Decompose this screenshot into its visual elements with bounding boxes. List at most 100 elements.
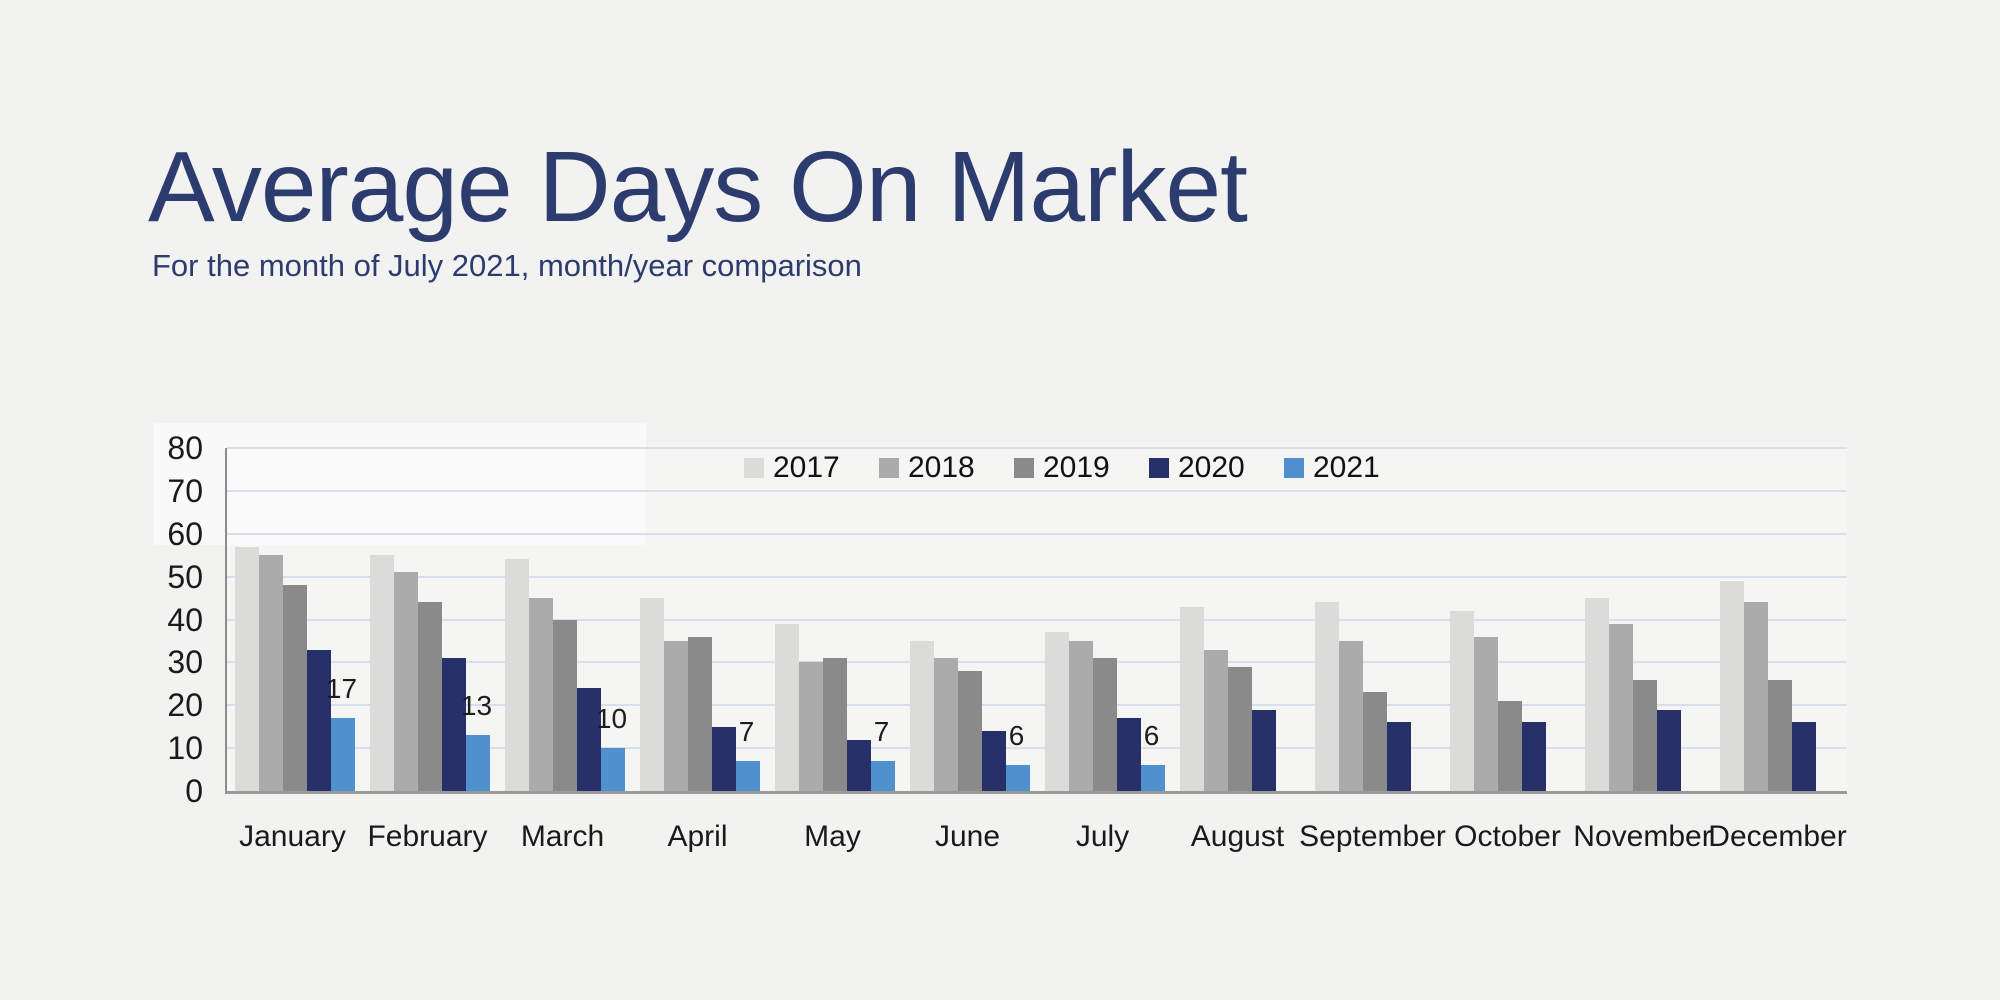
bar-2017 <box>774 623 799 791</box>
bar-2019 <box>1092 658 1117 791</box>
bar-2018 <box>1743 602 1768 791</box>
bar-2018 <box>258 555 283 791</box>
legend-label: 2021 <box>1313 451 1380 484</box>
x-axis-category-label: January <box>239 820 346 853</box>
bar-2021 <box>870 761 895 791</box>
bar-2021 <box>735 761 760 791</box>
bar-2019 <box>687 636 712 791</box>
gridline <box>227 489 1847 492</box>
bar-2017 <box>504 559 529 791</box>
bar-2021 <box>465 735 490 791</box>
decorative-highlight-panel <box>154 423 646 545</box>
x-axis-category-label: December <box>1708 820 1847 853</box>
legend-label: 2020 <box>1178 451 1245 484</box>
legend-label: 2018 <box>908 451 975 484</box>
gridline <box>227 618 1847 621</box>
x-axis-category-label: October <box>1454 820 1561 853</box>
bar-group <box>902 448 1037 791</box>
page-subtitle: For the month of July 2021, month/year c… <box>152 248 862 283</box>
bar-2020 <box>1791 722 1816 791</box>
legend-label: 2019 <box>1043 451 1110 484</box>
page-title: Average Days On Market <box>148 131 1248 243</box>
x-axis-category-label: June <box>934 820 1001 853</box>
x-axis-category-label: August <box>1190 820 1285 853</box>
data-label: 7 <box>738 715 755 747</box>
bar-2020 <box>306 649 331 791</box>
bar-2017 <box>234 546 259 791</box>
legend-label: 2017 <box>773 451 840 484</box>
data-label: 6 <box>1143 720 1160 752</box>
y-axis-tick-label: 40 <box>167 601 203 638</box>
bar-group <box>1442 448 1577 791</box>
bar-2017 <box>1044 632 1069 791</box>
x-axis-category-label: February <box>367 820 488 853</box>
bar-2018 <box>1608 623 1633 791</box>
gridline <box>227 575 1847 578</box>
bar-group <box>1712 448 1847 791</box>
x-axis-category-label: May <box>804 820 861 853</box>
bar-2018 <box>1203 649 1228 791</box>
legend-swatch-2017 <box>744 458 764 478</box>
legend-item-2019: 2019 <box>1014 451 1110 485</box>
y-axis-tick-label: 10 <box>167 730 203 767</box>
gridline <box>227 747 1847 750</box>
bar-group <box>227 448 362 791</box>
bar-2018 <box>1068 640 1093 791</box>
bar-2018 <box>393 572 418 791</box>
bar-2020 <box>711 726 736 791</box>
plot-area <box>225 447 1847 794</box>
x-axis-category-label: September <box>1299 820 1446 853</box>
bar-2018 <box>663 640 688 791</box>
data-label: 13 <box>460 690 493 722</box>
bar-2020 <box>1386 722 1411 791</box>
bar-2020 <box>1251 709 1276 791</box>
bar-2017 <box>1719 580 1744 791</box>
bar-group <box>767 448 902 791</box>
bar-2017 <box>639 598 664 791</box>
legend-swatch-2018 <box>879 458 899 478</box>
bar-2019 <box>1362 692 1387 791</box>
bar-2020 <box>576 688 601 791</box>
bar-2019 <box>822 658 847 791</box>
bar-group <box>1577 448 1712 791</box>
x-axis-category-label: March <box>520 820 605 853</box>
bar-2017 <box>1179 606 1204 791</box>
y-axis-tick-label: 80 <box>167 430 203 466</box>
bar-2019 <box>282 585 307 791</box>
bar-2020 <box>981 730 1006 791</box>
legend-item-2017: 2017 <box>744 451 840 485</box>
bar-2019 <box>552 619 577 791</box>
bar-2019 <box>1497 700 1522 791</box>
bar-2017 <box>909 640 934 791</box>
legend-swatch-2020 <box>1149 458 1169 478</box>
x-axis-category-label: July <box>1075 820 1130 853</box>
bar-2019 <box>1632 679 1657 791</box>
bar-2018 <box>528 598 553 791</box>
bar-2020 <box>1116 718 1141 791</box>
bar-2021 <box>600 748 625 791</box>
bar-2020 <box>1656 709 1681 791</box>
x-axis-category-label: April <box>667 820 728 853</box>
bar-2020 <box>441 658 466 791</box>
bar-2020 <box>1521 722 1546 791</box>
data-label: 10 <box>595 703 628 735</box>
bar-2021 <box>330 718 355 791</box>
bar-2019 <box>957 670 982 791</box>
bar-2018 <box>1473 636 1498 791</box>
gridline <box>227 661 1847 664</box>
legend-swatch-2019 <box>1014 458 1034 478</box>
data-label: 7 <box>873 715 890 747</box>
gridline <box>227 704 1847 707</box>
bar-2020 <box>846 739 871 791</box>
y-axis-tick-label: 50 <box>167 558 203 595</box>
gridline <box>227 447 1847 449</box>
bar-group <box>497 448 632 791</box>
legend-item-2021: 2021 <box>1284 451 1380 485</box>
legend-swatch-2021 <box>1284 458 1304 478</box>
bar-2017 <box>1584 598 1609 791</box>
y-axis-tick-label: 0 <box>185 773 203 809</box>
bar-2017 <box>1449 610 1474 791</box>
bar-2017 <box>369 555 394 791</box>
